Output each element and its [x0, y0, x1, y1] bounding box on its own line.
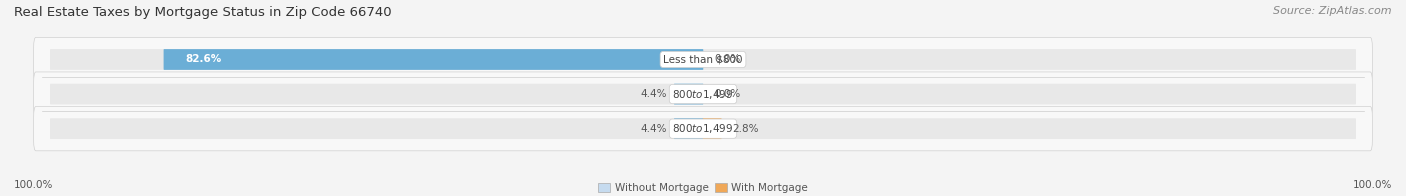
Text: Less than $800: Less than $800 — [664, 54, 742, 64]
Legend: Without Mortgage, With Mortgage: Without Mortgage, With Mortgage — [593, 179, 813, 196]
FancyBboxPatch shape — [34, 72, 1372, 116]
Text: $800 to $1,499: $800 to $1,499 — [672, 122, 734, 135]
Text: 4.4%: 4.4% — [641, 89, 666, 99]
FancyBboxPatch shape — [34, 107, 1372, 151]
FancyBboxPatch shape — [703, 84, 1355, 104]
Text: 0.0%: 0.0% — [714, 89, 740, 99]
Text: Real Estate Taxes by Mortgage Status in Zip Code 66740: Real Estate Taxes by Mortgage Status in … — [14, 6, 392, 19]
FancyBboxPatch shape — [51, 49, 703, 70]
FancyBboxPatch shape — [51, 84, 703, 104]
FancyBboxPatch shape — [673, 118, 703, 139]
FancyBboxPatch shape — [673, 84, 703, 104]
FancyBboxPatch shape — [163, 49, 703, 70]
Text: 100.0%: 100.0% — [14, 180, 53, 190]
FancyBboxPatch shape — [51, 118, 703, 139]
Text: Source: ZipAtlas.com: Source: ZipAtlas.com — [1274, 6, 1392, 16]
Text: 4.4%: 4.4% — [641, 124, 666, 134]
FancyBboxPatch shape — [34, 37, 1372, 82]
Text: 2.8%: 2.8% — [733, 124, 759, 134]
Text: $800 to $1,499: $800 to $1,499 — [672, 88, 734, 101]
Text: 100.0%: 100.0% — [1353, 180, 1392, 190]
FancyBboxPatch shape — [703, 49, 1355, 70]
FancyBboxPatch shape — [703, 118, 1355, 139]
Text: 0.0%: 0.0% — [714, 54, 740, 64]
FancyBboxPatch shape — [703, 118, 721, 139]
Text: 82.6%: 82.6% — [186, 54, 222, 64]
